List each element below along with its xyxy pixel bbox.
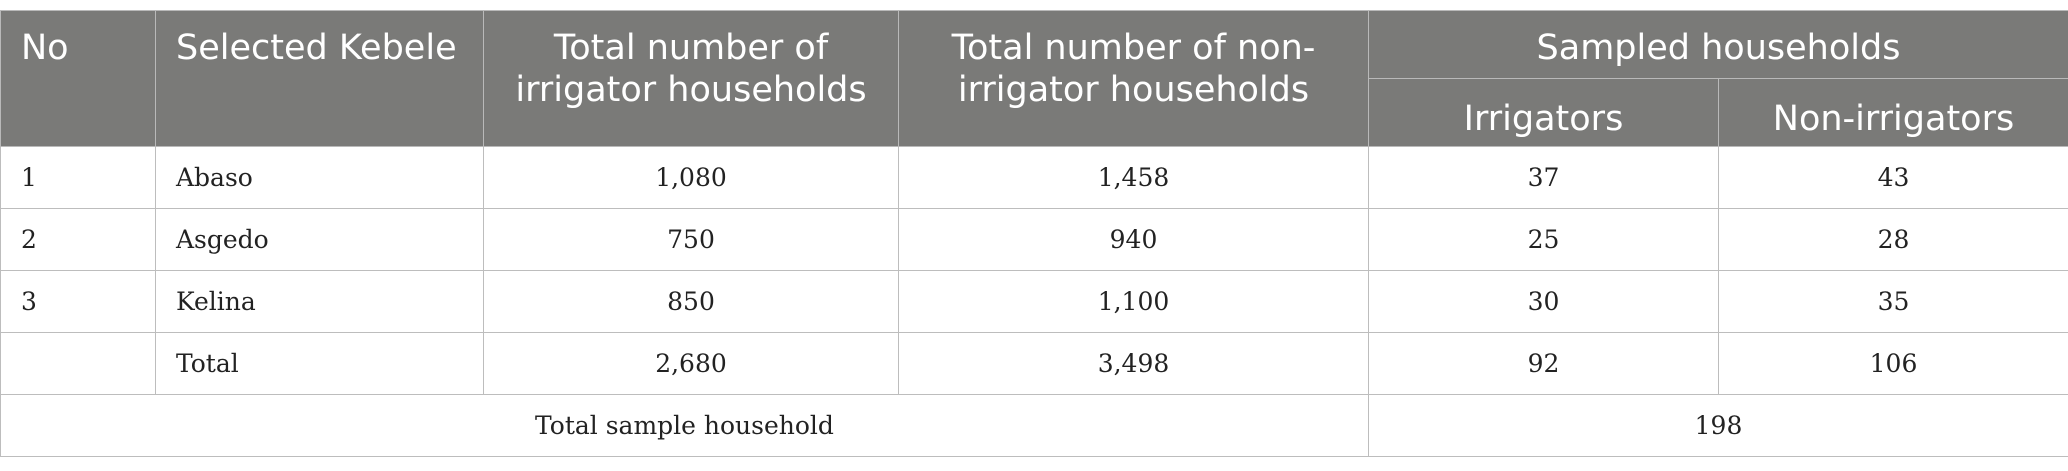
table-row: 2 Asgedo 750 940 25 28	[0, 208, 2068, 271]
header-irrigators: Irrigators	[1368, 78, 1719, 147]
total-row: Total 2,680 3,498 92 106	[0, 332, 2068, 395]
cell-kebele: Abaso	[155, 146, 484, 209]
cell-total-irrigators: 92	[1368, 332, 1719, 395]
cell-irrigators: 37	[1368, 146, 1719, 209]
cell-total-label: Total	[155, 332, 484, 395]
table-row: 3 Kelina 850 1,100 30 35	[0, 270, 2068, 333]
cell-total-irrigator: 750	[483, 208, 899, 271]
cell-non-irrigators: 35	[1718, 270, 2068, 333]
table-body: 1 Abaso 1,080 1,458 37 43 2 Asgedo 750 9…	[0, 146, 2068, 457]
cell-irrigators: 30	[1368, 270, 1719, 333]
header-sampled-households: Sampled households	[1368, 10, 2068, 79]
cell-total-sample-value: 198	[1368, 394, 2068, 457]
cell-non-irrigators: 43	[1718, 146, 2068, 209]
sample-row: Total sample household 198	[0, 394, 2068, 457]
cell-no: 1	[0, 146, 156, 209]
cell-no: 2	[0, 208, 156, 271]
cell-irrigators: 25	[1368, 208, 1719, 271]
cell-non-irrigators: 28	[1718, 208, 2068, 271]
cell-kebele: Kelina	[155, 270, 484, 333]
header-non-irrigators: Non-irrigators	[1718, 78, 2068, 147]
cell-total-non-irrigator: 1,100	[898, 270, 1369, 333]
cell-total-non-irrigator: 3,498	[898, 332, 1369, 395]
table-header: No Selected Kebele Total number of irrig…	[0, 10, 2068, 147]
header-total-non-irrigator-households: Total number of non-irrigator households	[898, 10, 1369, 147]
header-total-irrigator-households: Total number of irrigator households	[483, 10, 899, 147]
header-row: No Selected Kebele Total number of irrig…	[0, 10, 2068, 147]
header-no: No	[0, 10, 156, 147]
header-selected-kebele: Selected Kebele	[155, 10, 484, 147]
cell-total-irrigator: 850	[483, 270, 899, 333]
cell-total-sample-label: Total sample household	[0, 394, 1369, 457]
cell-no	[0, 332, 156, 395]
table-row: 1 Abaso 1,080 1,458 37 43	[0, 146, 2068, 209]
household-table: No Selected Kebele Total number of irrig…	[0, 10, 2068, 457]
subheader-row: Irrigators Non-irrigators	[1, 78, 2068, 147]
cell-total-non-irrigator: 940	[898, 208, 1369, 271]
cell-total-non-irrigator: 1,458	[898, 146, 1369, 209]
cell-total-irrigator: 1,080	[483, 146, 899, 209]
cell-no: 3	[0, 270, 156, 333]
cell-total-non-irrigators: 106	[1718, 332, 2068, 395]
cell-total-irrigator: 2,680	[483, 332, 899, 395]
cell-kebele: Asgedo	[155, 208, 484, 271]
